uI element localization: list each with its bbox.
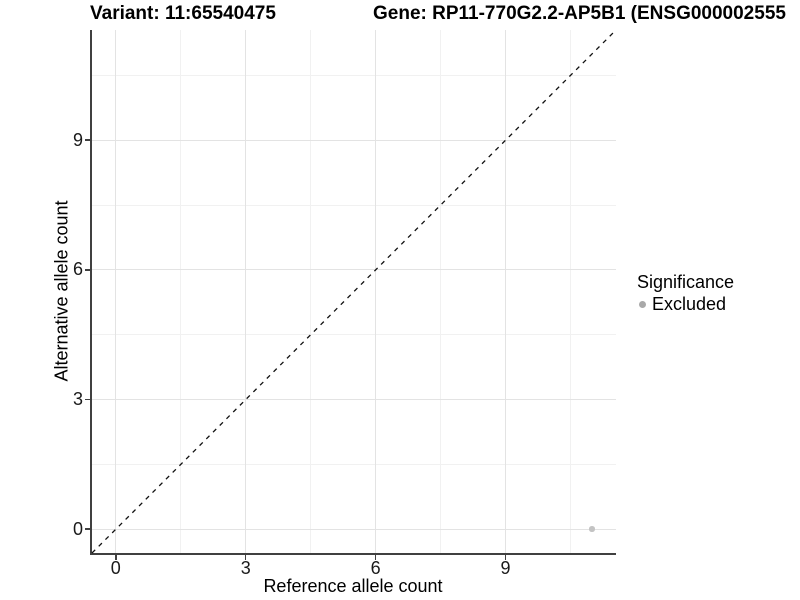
legend-title: Significance bbox=[637, 272, 735, 292]
x-tick-label: 6 bbox=[370, 558, 381, 578]
gridline-minor-y bbox=[92, 204, 616, 206]
identity-line-layer bbox=[91, 29, 617, 554]
x-tick-mark bbox=[374, 555, 377, 560]
gridline-minor-y bbox=[92, 463, 616, 465]
x-tick-mark bbox=[244, 555, 247, 560]
x-tick-mark bbox=[115, 555, 117, 560]
gridline-minor-y bbox=[92, 334, 616, 336]
y-tick-mark bbox=[85, 398, 90, 401]
gridline-major-x bbox=[505, 30, 507, 553]
legend-point-icon bbox=[639, 301, 646, 308]
x-tick-label: 0 bbox=[110, 558, 121, 578]
y-tick-label: 6 bbox=[72, 259, 83, 280]
gridline-major-x bbox=[245, 30, 247, 553]
gridline-minor-y bbox=[92, 74, 616, 76]
gridline-major-x bbox=[115, 30, 117, 553]
legend: Significance Excluded bbox=[637, 272, 734, 315]
gridline-minor-x bbox=[180, 30, 182, 553]
gridline-major-y bbox=[92, 399, 616, 401]
y-tick-label: 9 bbox=[72, 129, 83, 150]
y-tick-mark bbox=[85, 269, 90, 271]
plot-title-variant: Variant: 11:65540475 bbox=[90, 3, 276, 24]
gridline-minor-x bbox=[440, 30, 442, 553]
gridline-major-y bbox=[92, 139, 616, 141]
legend-item-label: Excluded bbox=[652, 294, 727, 314]
x-tick-label: 3 bbox=[240, 558, 251, 578]
gridline-minor-x bbox=[310, 30, 312, 553]
legend-item-excluded: Excluded bbox=[637, 294, 734, 315]
y-axis-title: Alternative allele count bbox=[51, 200, 72, 382]
gridline-major-y bbox=[92, 528, 616, 530]
gridline-minor-x bbox=[570, 30, 572, 553]
plot-title-gene: Gene: RP11-770G2.2-AP5B1 (ENSG000002555 bbox=[373, 3, 786, 24]
gridline-major-x bbox=[375, 30, 377, 553]
y-tick-label: 0 bbox=[72, 518, 83, 539]
data-point-excluded bbox=[589, 526, 595, 532]
gridline-major-y bbox=[92, 269, 616, 271]
plot-panel bbox=[90, 29, 617, 555]
identity-line bbox=[91, 29, 617, 554]
y-tick-mark bbox=[85, 139, 90, 141]
x-tick-mark bbox=[504, 555, 507, 560]
x-tick-label: 9 bbox=[500, 558, 511, 578]
x-axis-title: Reference allele count bbox=[263, 576, 443, 596]
y-tick-mark bbox=[85, 528, 90, 530]
y-tick-label: 3 bbox=[72, 389, 83, 410]
